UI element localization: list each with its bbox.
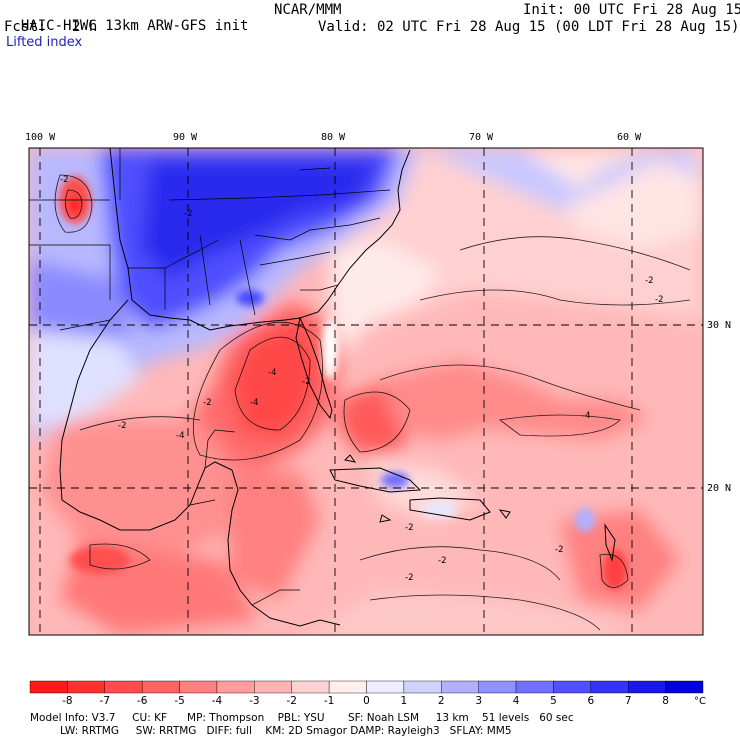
colorbar-tick-label: 6 [587, 695, 594, 707]
init-time: Init: 00 UTC Fri 28 Aug 15 [523, 2, 740, 18]
field-name: Lifted index [6, 35, 83, 50]
colorbar-tick-label: -2 [286, 695, 296, 707]
colorbar-swatch [29, 680, 68, 694]
colorbar-swatch [328, 680, 367, 694]
colorbar-swatch [216, 680, 255, 694]
colorbar-swatch [179, 680, 218, 694]
contour-label: -2 [555, 545, 563, 555]
colorbar-swatch [441, 680, 479, 694]
colorbar-tick-label: -3 [249, 695, 259, 707]
contour-label: -4 [582, 411, 590, 421]
colorbar-tick-label: 4 [513, 695, 520, 707]
contour-label: -2 [405, 523, 413, 533]
colorbar-swatches [29, 680, 704, 694]
model-info-line2: LW: RRTMG SW: RRTMG DIFF: full KM: 2D Sm… [30, 725, 512, 737]
coastlines [59, 148, 616, 627]
colorbar-swatch [403, 680, 442, 694]
colorbar-swatch [628, 680, 666, 694]
contour-label: -4 [250, 398, 258, 408]
lon-label-80w: 80 W [321, 132, 346, 143]
colorbar-swatch [366, 680, 405, 694]
colorbar-tick-label: -7 [100, 695, 110, 707]
colorbar-tick-label: 0 [363, 695, 370, 707]
contour-label: -2 [405, 573, 413, 583]
lon-label-90w: 90 W [173, 132, 198, 143]
colorbar-swatch [104, 680, 143, 694]
colorbar-tick-label: 5 [550, 695, 557, 707]
map-frame [28, 147, 704, 636]
colorbar-swatch [254, 680, 292, 694]
colorbar-tick-label: 1 [401, 695, 408, 707]
contour-label: -4 [268, 368, 276, 378]
colorbar-tick-label: 8 [662, 695, 669, 707]
graticule [29, 148, 703, 635]
borders [29, 148, 391, 606]
model-title: HAIC-HIWC 13km ARW-GFS init [4, 2, 249, 34]
model-title-text: HAIC-HIWC 13km ARW-GFS init [20, 18, 249, 34]
colorbar-tick-label: 2 [438, 695, 445, 707]
map-field [29, 148, 703, 635]
colorbar-unit: °C [694, 696, 706, 707]
colorbar-ticks: -8 -7 -6 -5 -4 -3 -2 -1 0 1 2 3 4 5 6 7 8 [62, 695, 669, 707]
colorbar-tick-label: -4 [212, 695, 223, 707]
colorbar-tick-label: -5 [174, 695, 184, 707]
contours [54, 174, 691, 631]
colorbar-tick-label: -6 [137, 695, 148, 707]
lon-label-100w: 100 W [25, 132, 56, 143]
contour-label: -2 [203, 398, 211, 408]
colorbar-tick-label: -8 [62, 695, 72, 707]
colorbar-tick-label: -1 [324, 695, 334, 707]
contour-label: -2 [118, 421, 126, 431]
contour-label: -2 [645, 276, 653, 286]
contour-label: -2 [60, 175, 68, 185]
colorbar-tick-label: 3 [475, 695, 482, 707]
contour-label: -2 [655, 295, 663, 305]
contour-label: -2 [184, 209, 192, 219]
colorbar-swatch [478, 680, 517, 694]
colorbar-swatch [553, 680, 592, 694]
colorbar-swatch [515, 680, 554, 694]
lon-label-70w: 70 W [469, 132, 494, 143]
colorbar-swatch [141, 680, 180, 694]
colorbar-swatch [590, 680, 629, 694]
lat-label-20n: 20 N [707, 483, 731, 494]
fcst-value: 2 h [72, 19, 98, 35]
lat-label-30n: 30 N [707, 320, 731, 331]
contour-label: -2 [302, 377, 310, 387]
valid-time: Valid: 02 UTC Fri 28 Aug 15 (00 LDT Fri … [318, 19, 740, 35]
org-label: NCAR/MMM [274, 2, 342, 18]
colorbar-swatch [67, 680, 105, 694]
model-info-line1: Model Info: V3.7 CU: KF MP: Thompson PBL… [30, 712, 574, 724]
colorbar-tick-label: 7 [625, 695, 632, 707]
colorbar-swatch [665, 680, 704, 694]
contour-label: -2 [438, 556, 446, 566]
colorbar-swatch [291, 680, 330, 694]
contour-label: -4 [176, 431, 184, 441]
lon-label-60w: 60 W [617, 132, 642, 143]
fcst-label: Fcst: [4, 19, 47, 35]
